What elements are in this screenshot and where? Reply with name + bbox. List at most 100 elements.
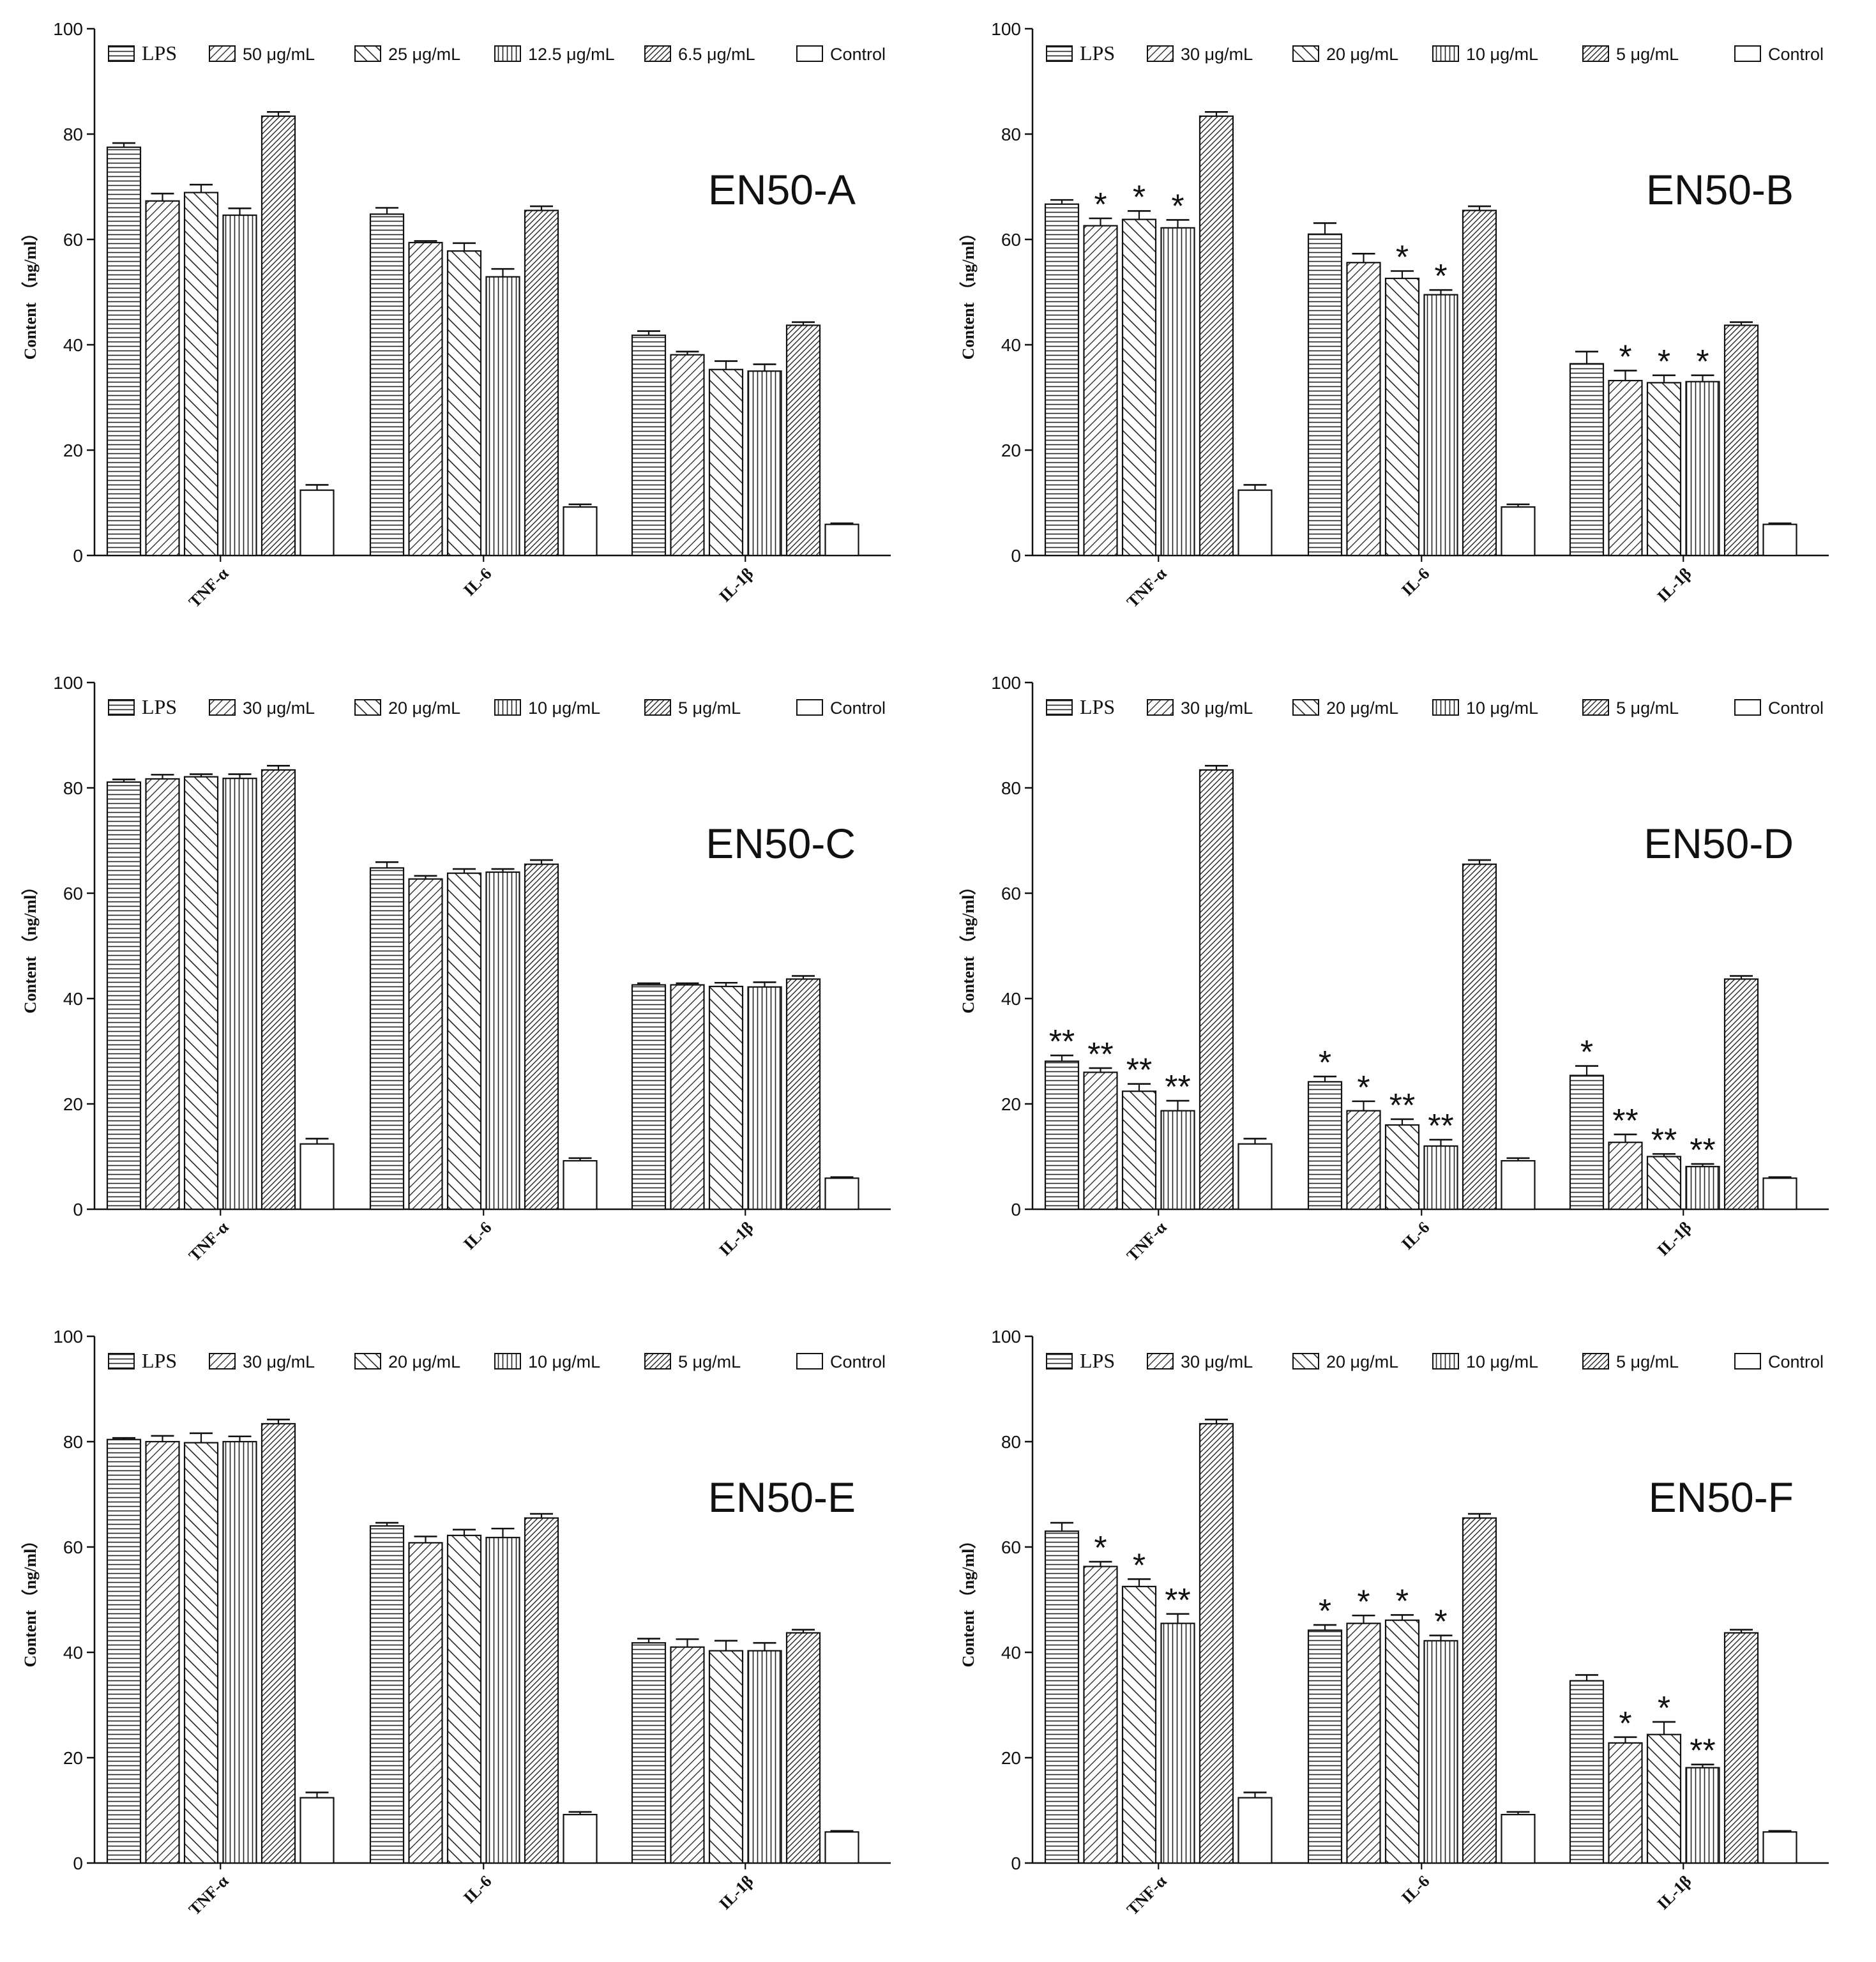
y-tick-label: 0 (73, 1200, 83, 1219)
chart-panel-c: 0 20 40 60 80 100 Content （ng/ml） TNF-α IL-6 IL-1… (0, 654, 938, 1308)
bar-il-1-5-g-ml (1723, 324, 1759, 557)
y-tick-label: 100 (991, 19, 1021, 39)
legend-label: 30 μg/mL (1181, 45, 1253, 64)
error-bar (1691, 1763, 1714, 1768)
y-tick-label: 80 (63, 125, 83, 144)
significance-marker: * (1396, 239, 1409, 276)
bar-tnf-30-g-ml (1083, 1071, 1118, 1211)
bar-il-1-10-g-ml (1685, 1767, 1720, 1864)
error-bar (1468, 859, 1491, 864)
bar-il-6-20-g-ml (446, 1534, 482, 1864)
error-bar (1614, 1736, 1637, 1743)
error-bar (375, 861, 398, 868)
y-tick-label: 40 (1001, 989, 1021, 1009)
legend-swatch (1734, 1353, 1761, 1370)
significance-marker: * (1619, 338, 1631, 375)
legend-item-50-g-ml: 50 μg/mL (209, 45, 315, 64)
legend-item-10-g-ml: 10 μg/mL (1432, 698, 1538, 718)
chart-panel-e: 0 20 40 60 80 100 Content （ng/ml） TNF-α IL-6 IL-1… (0, 1308, 938, 1961)
error-bar (1166, 1613, 1190, 1624)
error-bar (1313, 1624, 1336, 1631)
error-bar (1653, 1153, 1676, 1157)
error-bar (190, 773, 213, 777)
bar-tnf-10-g-ml (1160, 1622, 1195, 1864)
legend-label: 10 μg/mL (528, 698, 600, 718)
y-tick-label: 40 (1001, 335, 1021, 355)
legend-label: LPS (1080, 42, 1115, 64)
legend-label: 6.5 μg/mL (678, 45, 755, 64)
legend-swatch (644, 45, 671, 62)
legend-item-6-5-g-ml: 6.5 μg/mL (644, 45, 755, 64)
legend-item-5-g-ml: 5 μg/mL (1582, 1352, 1679, 1371)
x-category-label: IL-6 (1398, 1218, 1433, 1253)
error-bar (305, 1138, 329, 1144)
significance-marker: * (1319, 1045, 1331, 1082)
legend-swatch (796, 1353, 823, 1370)
x-category-label: IL-1β (716, 1218, 757, 1260)
legend-label: 30 μg/mL (1181, 698, 1253, 718)
legend-swatch (354, 45, 381, 62)
legend-label: 20 μg/mL (388, 1352, 460, 1371)
significance-marker: * (1658, 1690, 1670, 1727)
bar-tnf-5-g-ml (261, 1422, 296, 1864)
bar-il-6-50-g-ml (408, 241, 443, 557)
bar-il-1-30-g-ml (1608, 1742, 1643, 1864)
chart-panel-f: 0 20 40 60 80 100 Content （ng/ml） * * ** TNF-α * * * *… (938, 1308, 1876, 1961)
bar-tnf-50-g-ml (145, 200, 180, 557)
legend-item-30-g-ml: 30 μg/mL (1147, 698, 1253, 718)
bar-il-1-10-g-ml (1685, 1166, 1720, 1211)
error-bar (1614, 1133, 1637, 1143)
legend-label: 25 μg/mL (388, 45, 460, 64)
legend-label: LPS (1080, 695, 1115, 718)
error-bar (112, 778, 135, 782)
y-tick-label: 20 (63, 441, 83, 460)
bar-tnf-lps (106, 146, 142, 557)
significance-marker: ** (1428, 1108, 1453, 1145)
bar-tnf-30-g-ml (1083, 225, 1118, 557)
error-bar (1391, 1118, 1414, 1125)
legend-label: 30 μg/mL (243, 1352, 315, 1371)
chart-panel-b: 0 20 40 60 80 100 Content （ng/ml） * * * TNF-α * * IL-… (938, 0, 1876, 654)
error-bar (1313, 222, 1336, 234)
legend-item-20-g-ml: 20 μg/mL (1292, 45, 1398, 64)
bar-tnf-lps (1044, 1530, 1080, 1864)
error-bar (1050, 1521, 1073, 1532)
error-bar (453, 242, 476, 252)
significance-marker: * (1319, 1593, 1331, 1630)
error-bar (267, 765, 290, 770)
error-bar (267, 1419, 290, 1424)
bar-tnf-5-g-ml (1199, 115, 1234, 557)
bar-il-1-control (1762, 1831, 1797, 1864)
bar-il-6-12-5-g-ml (485, 276, 520, 557)
error-bar (305, 484, 329, 490)
x-category-label: TNF-α (185, 564, 232, 611)
error-bar (1429, 289, 1453, 295)
bar-il-1-5-g-ml (1723, 978, 1759, 1211)
bar-tnf-lps (1044, 203, 1080, 557)
error-bar (715, 1640, 738, 1651)
significance-marker: * (1171, 188, 1184, 225)
x-category-label: IL-6 (460, 1872, 495, 1907)
legend-item-lps: LPS (108, 1349, 177, 1372)
bar-il-1-50-g-ml (670, 354, 705, 557)
legend-item-lps: LPS (108, 42, 177, 64)
bar-il-1-lps (1569, 1680, 1605, 1864)
significance-marker: * (1434, 1604, 1447, 1641)
significance-marker: ** (1690, 1132, 1715, 1169)
bar-il-1-30-g-ml (1608, 1142, 1643, 1211)
bar-il-6-5-g-ml (1462, 1517, 1497, 1864)
bar-tnf-12-5-g-ml (222, 214, 257, 557)
y-axis-label: Content （ng/ml） (21, 879, 40, 1014)
legend-label: 50 μg/mL (243, 45, 315, 64)
legend-label: 20 μg/mL (1326, 698, 1398, 718)
legend-swatch (644, 699, 671, 716)
bar-il-1-lps (1569, 1075, 1605, 1211)
bar-il-6-20-g-ml (1384, 1124, 1420, 1211)
significance-marker: * (1133, 1547, 1146, 1584)
error-bar (1205, 1419, 1228, 1424)
y-axis-label: Content （ng/ml） (21, 1532, 40, 1668)
legend-swatch (108, 1353, 135, 1370)
chart-title: EN50-C (706, 820, 856, 867)
legend-swatch (1147, 699, 1174, 716)
